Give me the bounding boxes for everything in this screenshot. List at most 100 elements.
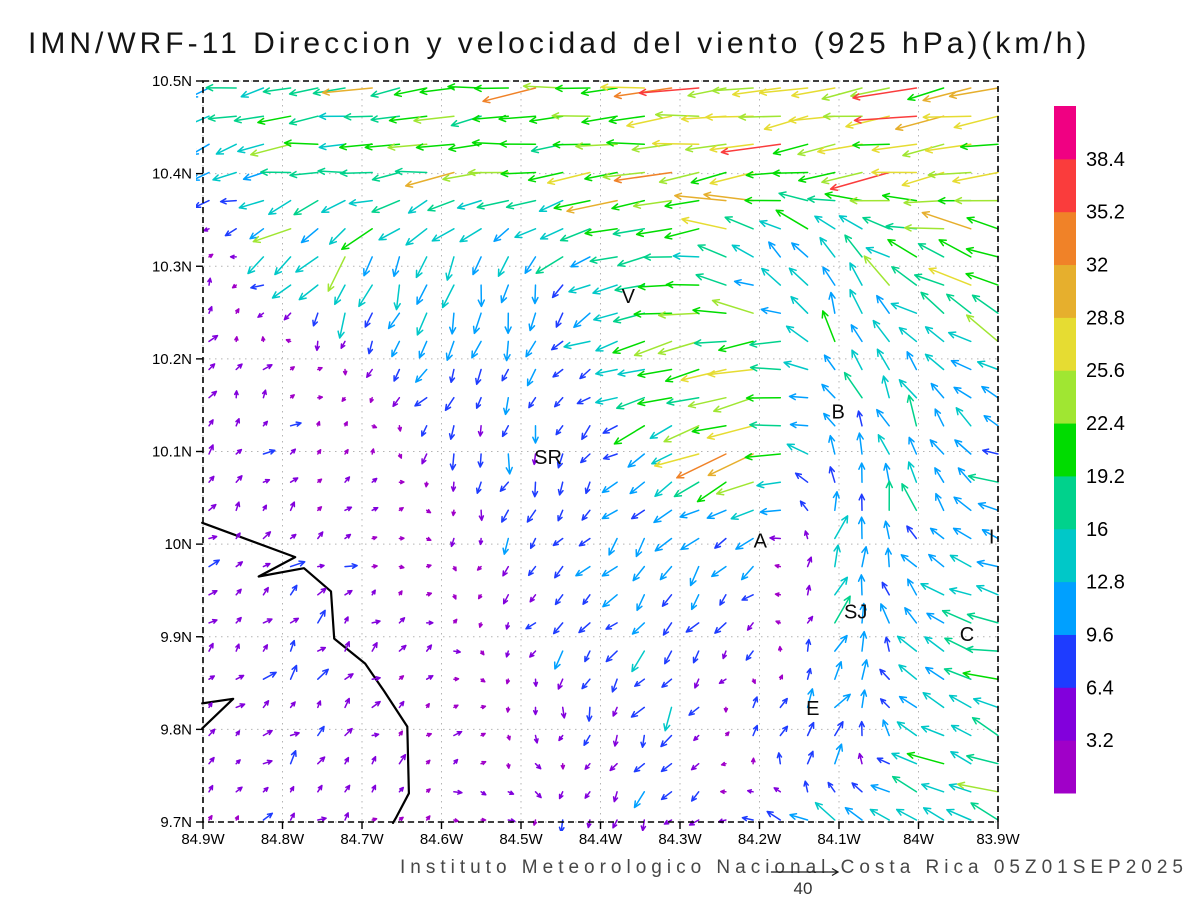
wind-arrow: [580, 87, 618, 97]
wind-arrow: [506, 762, 511, 769]
wind-arrow: [791, 87, 836, 99]
wind-arrow: [584, 481, 591, 495]
wind-arrow: [551, 284, 564, 299]
wind-arrow: [418, 340, 428, 359]
wind-arrow: [196, 171, 210, 181]
colorbar-label: 25.6: [1086, 360, 1125, 382]
wind-arrow: [924, 326, 945, 343]
wind-arrow: [612, 706, 618, 717]
wind-arrow: [663, 706, 673, 732]
wind-arrow: [208, 253, 214, 259]
wind-arrow: [766, 810, 782, 821]
wind-arrow: [344, 589, 353, 596]
wind-arrow: [906, 394, 918, 427]
wind-arrow: [337, 312, 346, 339]
wind-arrow: [774, 563, 782, 569]
wind-arrow: [289, 584, 298, 596]
wind-arrow: [207, 814, 213, 821]
wind-arrow: [612, 228, 646, 237]
colorbar-segment: [1054, 370, 1076, 424]
wind-arrow: [391, 340, 401, 358]
wind-arrow: [673, 481, 700, 498]
wind-arrow: [237, 143, 265, 154]
wind-arrow: [480, 790, 487, 796]
wind-arrow: [317, 646, 327, 652]
wind-arrow: [317, 531, 324, 540]
x-tick-label: 84W: [903, 831, 935, 848]
wind-arrow: [849, 288, 863, 314]
wind-arrow: [392, 396, 401, 408]
wind-arrow: [853, 115, 918, 124]
wind-arrow: [593, 312, 618, 322]
colorbar-segment: [1054, 740, 1076, 794]
wind-arrow: [633, 791, 646, 809]
wind-arrow: [312, 312, 319, 327]
wind-arrow: [849, 196, 890, 205]
wind-arrow: [289, 785, 295, 793]
wind-arrow: [662, 622, 673, 636]
wind-arrow: [821, 87, 863, 101]
wind-arrow: [371, 564, 378, 569]
wind-arrow: [759, 507, 782, 516]
wind-arrow: [660, 762, 673, 773]
wind-arrow: [452, 594, 457, 600]
station-label-v: V: [622, 286, 636, 308]
wind-arrow: [928, 267, 972, 286]
wind-arrow: [514, 228, 537, 239]
colorbar-segment: [1054, 687, 1076, 741]
wind-arrow: [552, 368, 564, 378]
wind-arrow: [203, 227, 210, 232]
wind-arrow: [503, 396, 510, 416]
wind-arrow: [343, 421, 348, 427]
wind-arrow: [262, 671, 277, 680]
wind-arrow: [224, 228, 237, 237]
wind-arrow: [631, 143, 673, 153]
wind-arrow: [857, 516, 866, 540]
wind-arrow: [370, 87, 401, 98]
wind-arrow: [850, 324, 863, 343]
wind-arrow: [344, 641, 351, 652]
wind-arrow: [367, 340, 374, 355]
wind-arrow: [397, 453, 403, 459]
wind-arrow: [568, 284, 591, 294]
wind-arrow: [289, 448, 297, 455]
wind-arrow: [797, 143, 836, 157]
coastline-path: [201, 697, 235, 730]
wind-arrow: [554, 565, 564, 579]
wind-arrow: [605, 622, 618, 630]
wind-arrow: [235, 475, 243, 483]
wind-arrow: [660, 791, 673, 801]
wind-arrow: [722, 650, 727, 660]
wind-arrow: [393, 284, 401, 311]
wind-arrow: [506, 734, 511, 741]
wind-arrow: [526, 509, 537, 523]
wind-arrow: [317, 478, 323, 484]
wind-arrow: [938, 239, 972, 258]
wind-arrow: [713, 396, 754, 413]
wind-arrow: [806, 667, 812, 680]
wind-arrow: [205, 83, 237, 92]
wind-arrow: [799, 500, 809, 512]
wind-arrow: [581, 678, 591, 690]
wind-arrow: [657, 311, 700, 319]
wind-arrow: [480, 817, 487, 823]
wind-arrow: [442, 171, 482, 182]
wind-arrow: [908, 436, 918, 455]
wind-arrow: [208, 503, 217, 512]
wind-arrow: [719, 594, 727, 606]
wind-arrow: [627, 453, 646, 468]
wind-arrow: [262, 478, 271, 484]
wind-arrow: [573, 312, 591, 329]
wind-arrow: [861, 659, 869, 680]
wind-arrow: [507, 818, 516, 824]
wind-arrow: [450, 481, 457, 492]
wind-arrow: [920, 583, 945, 596]
wind-arrow: [834, 576, 849, 596]
wind-arrow: [693, 734, 700, 742]
wind-arrow: [482, 87, 537, 104]
wind-arrow: [692, 650, 700, 664]
wind-arrow: [341, 396, 347, 402]
wind-arrow: [664, 650, 673, 665]
wind-arrow: [741, 594, 754, 601]
